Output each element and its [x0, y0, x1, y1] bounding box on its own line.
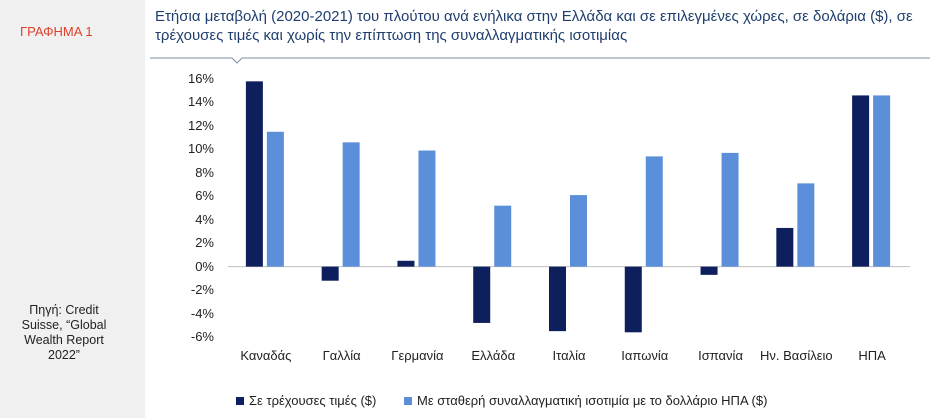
x-tick-label: Ιαπωνία — [621, 348, 669, 363]
source-note: Πηγή: Credit Suisse, “Global Wealth Repo… — [21, 303, 107, 362]
bar — [342, 142, 360, 267]
y-tick-label: -6% — [190, 329, 214, 344]
y-tick-label: -4% — [190, 305, 214, 321]
bar — [397, 260, 415, 267]
bar — [873, 95, 891, 267]
y-tick-label: 4% — [195, 211, 214, 227]
legend-swatch — [404, 397, 412, 405]
y-tick-label: 16% — [187, 71, 214, 86]
bar — [245, 81, 263, 267]
legend-label: Με σταθερή συναλλαγματική ισοτιμία με το… — [417, 393, 768, 408]
x-tick-label: Ισπανία — [698, 348, 743, 363]
bar — [473, 266, 491, 323]
title-rule — [150, 57, 930, 64]
y-tick-label: 14% — [187, 94, 214, 110]
x-tick-label: Γερμανία — [391, 348, 444, 363]
x-tick-label: Ιταλία — [552, 348, 586, 363]
bar — [797, 183, 815, 267]
bar — [321, 266, 339, 281]
figure-label: ΓΡΑΦΗΜΑ 1 — [20, 24, 93, 39]
y-tick-label: -2% — [190, 282, 214, 298]
legend-label: Σε τρέχουσες τιμές ($) — [249, 393, 377, 408]
legend-swatch — [236, 397, 244, 405]
y-tick-label: 0% — [195, 258, 214, 274]
bar — [700, 266, 718, 275]
bar — [645, 156, 663, 267]
y-tick-label: 2% — [195, 235, 214, 251]
bar — [852, 95, 870, 267]
bar — [418, 150, 436, 267]
chart-title: Ετήσια μεταβολή (2020-2021) του πλούτου … — [155, 8, 913, 44]
x-tick-label: Γαλλία — [322, 348, 361, 363]
bar — [266, 131, 284, 267]
bar — [549, 266, 566, 332]
x-tick-label: Καναδάς — [240, 348, 292, 363]
bar — [624, 266, 642, 333]
y-tick-label: 6% — [195, 188, 214, 204]
y-tick-label: 10% — [187, 141, 214, 157]
y-tick-label: 12% — [187, 117, 214, 133]
x-tick-label: Ελλάδα — [471, 348, 516, 363]
bar — [494, 205, 512, 267]
x-tick-label: Ην. Βασίλειο — [760, 348, 833, 363]
bar — [570, 195, 587, 267]
bar — [721, 152, 739, 267]
x-tick-label: ΗΠΑ — [858, 348, 886, 363]
y-tick-label: 8% — [195, 164, 214, 180]
bar — [776, 227, 794, 267]
